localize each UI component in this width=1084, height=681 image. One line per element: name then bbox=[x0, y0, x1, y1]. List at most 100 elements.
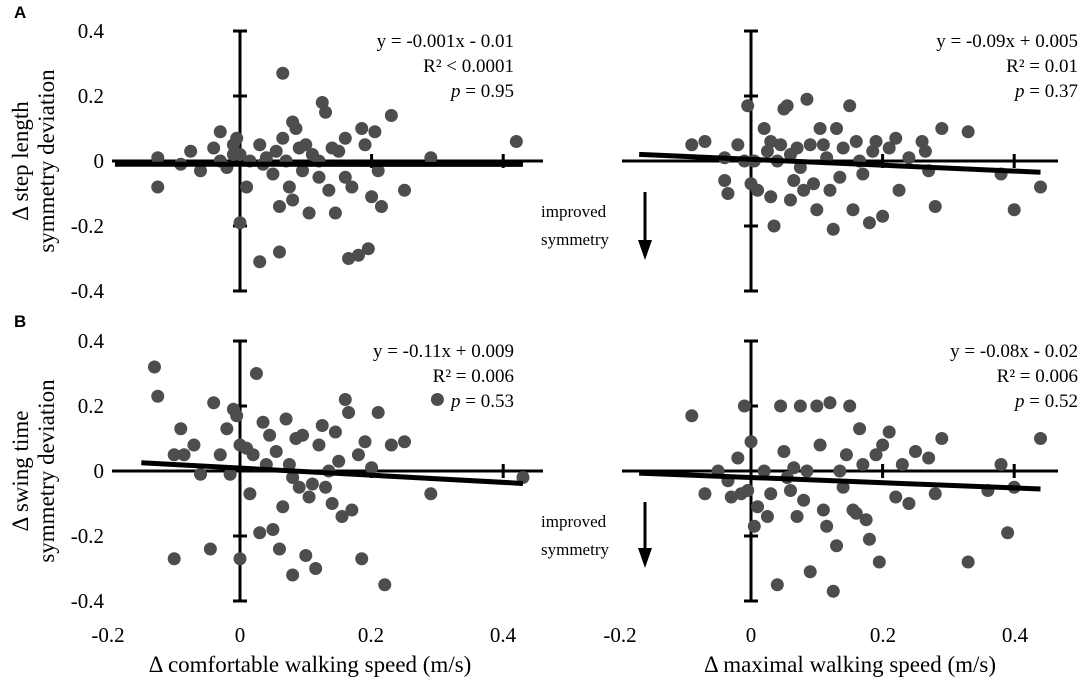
data-point bbox=[961, 555, 975, 569]
p-value: p = 0.95 bbox=[449, 81, 514, 102]
data-point bbox=[384, 438, 398, 452]
data-point bbox=[351, 248, 365, 262]
regression-equation: y = -0.08x - 0.02 bbox=[950, 341, 1078, 362]
data-point bbox=[793, 161, 807, 174]
ytick-label: 0.4 bbox=[78, 329, 105, 353]
data-point bbox=[843, 399, 857, 413]
regression-line bbox=[141, 460, 524, 486]
xtick-label: 0.4 bbox=[1002, 623, 1029, 647]
data-point bbox=[263, 428, 277, 442]
data-point bbox=[823, 183, 837, 197]
data-point bbox=[807, 177, 821, 191]
data-point bbox=[282, 180, 296, 194]
data-point bbox=[685, 138, 699, 152]
data-point bbox=[741, 484, 755, 497]
data-point bbox=[757, 122, 771, 135]
data-point bbox=[783, 148, 797, 161]
xlabel-left: Δ comfortable walking speed (m/s) bbox=[149, 652, 472, 677]
data-point bbox=[764, 487, 778, 501]
data-point bbox=[299, 138, 313, 152]
improved-symmetry-note-b: improved symmetry bbox=[541, 502, 652, 568]
data-point bbox=[830, 539, 844, 553]
data-point bbox=[368, 125, 382, 139]
data-point bbox=[374, 200, 388, 213]
data-point bbox=[751, 183, 765, 197]
data-point bbox=[787, 174, 801, 187]
data-point bbox=[757, 464, 771, 478]
data-point bbox=[286, 568, 300, 582]
data-point bbox=[797, 183, 811, 197]
data-point bbox=[286, 471, 300, 484]
data-point bbox=[302, 206, 316, 220]
data-point bbox=[338, 170, 352, 184]
xtick-label: 0.2 bbox=[358, 623, 384, 647]
data-point bbox=[909, 445, 922, 458]
data-point bbox=[731, 451, 745, 465]
xtick-label: 0 bbox=[746, 623, 757, 647]
data-point bbox=[718, 174, 732, 187]
data-point bbox=[790, 510, 804, 523]
data-point bbox=[151, 180, 165, 194]
data-point bbox=[760, 510, 774, 523]
data-point bbox=[299, 549, 313, 562]
data-point bbox=[424, 151, 438, 165]
note-line1: improved bbox=[541, 512, 607, 531]
data-point bbox=[371, 164, 385, 178]
data-point bbox=[312, 438, 326, 452]
p-value: p = 0.37 bbox=[1013, 81, 1078, 102]
data-point bbox=[292, 480, 306, 494]
data-point bbox=[302, 490, 316, 504]
ytick-label: -0.2 bbox=[71, 214, 104, 238]
data-point bbox=[882, 141, 896, 155]
data-point bbox=[800, 464, 814, 478]
data-point bbox=[770, 578, 784, 592]
data-point bbox=[312, 170, 326, 184]
data-point bbox=[335, 510, 349, 523]
ytick-label: -0.4 bbox=[71, 589, 105, 613]
data-point bbox=[230, 409, 244, 423]
xtick-label: 0.4 bbox=[490, 623, 517, 647]
data-point bbox=[276, 66, 290, 80]
data-point bbox=[177, 448, 191, 462]
data-point bbox=[365, 461, 379, 475]
data-point bbox=[315, 419, 329, 432]
data-point bbox=[869, 448, 883, 462]
data-point bbox=[167, 448, 181, 462]
data-point bbox=[269, 144, 283, 158]
data-point bbox=[731, 138, 745, 152]
data-point bbox=[1034, 432, 1048, 445]
data-point bbox=[810, 399, 824, 413]
data-point bbox=[286, 193, 300, 207]
ylabel-panel-b-line1: Δ swing time bbox=[8, 411, 33, 532]
data-point bbox=[243, 487, 257, 501]
data-point bbox=[269, 445, 283, 458]
data-point bbox=[836, 141, 850, 155]
regression-line bbox=[639, 470, 1041, 492]
p-value: p = 0.53 bbox=[449, 391, 514, 412]
data-point bbox=[849, 135, 863, 148]
data-point bbox=[167, 552, 181, 566]
data-point bbox=[240, 180, 254, 194]
data-point bbox=[751, 500, 765, 514]
scatter-panel-b-right: y = -0.08x - 0.02 R² = 0.006 p = 0.52 bbox=[622, 339, 1078, 603]
ylabel-panel-a: Δ step length symmetry deviation bbox=[8, 69, 59, 253]
data-point bbox=[737, 399, 751, 413]
data-point bbox=[826, 222, 840, 236]
regression-equation: y = -0.11x + 0.009 bbox=[373, 341, 514, 362]
data-point bbox=[810, 203, 824, 217]
data-point bbox=[213, 448, 227, 462]
data-point bbox=[823, 396, 837, 410]
data-point bbox=[869, 135, 883, 148]
xticks-right: -0.2 0 0.2 0.4 bbox=[603, 623, 1028, 647]
data-point bbox=[846, 203, 860, 217]
scatter-panel-b-left: y = -0.11x + 0.009 R² = 0.006 p = 0.53 bbox=[112, 339, 543, 603]
data-point bbox=[184, 144, 198, 158]
data-point bbox=[151, 151, 165, 165]
data-point bbox=[371, 406, 385, 419]
data-point bbox=[872, 555, 886, 569]
data-point bbox=[935, 122, 949, 135]
data-point bbox=[928, 487, 942, 501]
data-point bbox=[296, 164, 310, 178]
data-point bbox=[816, 138, 830, 152]
data-point bbox=[272, 200, 286, 213]
